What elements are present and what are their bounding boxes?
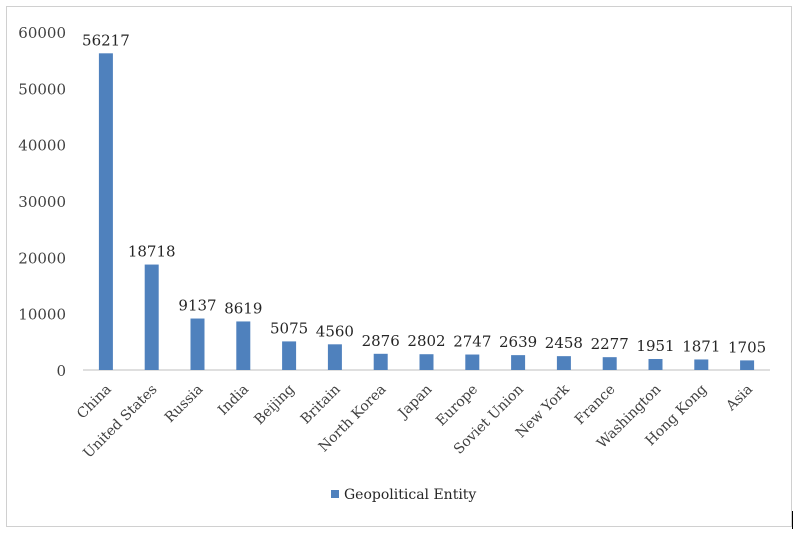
legend-swatch <box>331 490 339 498</box>
data-label: 9137 <box>178 297 216 315</box>
y-tick-label: 30000 <box>18 193 66 211</box>
y-tick-label: 0 <box>56 362 66 380</box>
y-tick-label: 20000 <box>18 249 66 267</box>
x-tick-label: Japan <box>394 382 435 423</box>
x-tick-label: India <box>215 382 252 419</box>
legend-label: Geopolitical Entity <box>344 487 476 503</box>
data-label: 18718 <box>128 243 176 261</box>
data-label: 2458 <box>545 334 583 352</box>
x-tick-label: France <box>572 382 619 429</box>
text-cursor <box>792 511 793 529</box>
x-tick-label: Britain <box>298 382 344 428</box>
bar <box>648 359 663 370</box>
data-label: 1871 <box>682 337 720 355</box>
data-label: 1705 <box>728 338 766 356</box>
data-label: 8619 <box>224 299 262 317</box>
data-label: 2802 <box>407 332 445 350</box>
x-tick-label: Asia <box>723 382 756 415</box>
bar <box>465 354 480 370</box>
data-label: 2876 <box>362 332 400 350</box>
y-tick-label: 50000 <box>18 80 66 98</box>
bar <box>602 357 617 370</box>
y-tick-label: 60000 <box>18 24 66 42</box>
bar <box>144 264 159 370</box>
data-label: 4560 <box>316 322 354 340</box>
bar <box>282 341 297 370</box>
data-label: 56217 <box>82 31 130 49</box>
x-tick-label: Russia <box>162 382 206 426</box>
axis-layer: 0 10000 20000 30000 40000 50000 60000 <box>18 24 770 380</box>
bar <box>373 353 388 370</box>
data-label: 2277 <box>591 335 629 353</box>
data-label: 1951 <box>636 337 674 355</box>
bar <box>98 53 113 370</box>
bar <box>236 321 251 370</box>
y-tick-label: 40000 <box>18 137 66 155</box>
bar-layer <box>98 53 755 370</box>
bar <box>511 355 526 370</box>
x-tick-label: Beijing <box>251 381 298 428</box>
bar <box>740 360 755 370</box>
y-tick-label: 10000 <box>18 306 66 324</box>
bar <box>556 356 571 370</box>
data-label: 2747 <box>453 333 491 351</box>
legend: Geopolitical Entity <box>331 487 476 503</box>
bar <box>190 318 205 370</box>
data-label: 2639 <box>499 333 537 351</box>
bar <box>327 344 342 370</box>
chart-frame <box>6 6 792 527</box>
x-tick-label: China <box>74 382 115 423</box>
data-label: 5075 <box>270 319 308 337</box>
bar <box>694 359 709 370</box>
bar <box>419 354 434 370</box>
